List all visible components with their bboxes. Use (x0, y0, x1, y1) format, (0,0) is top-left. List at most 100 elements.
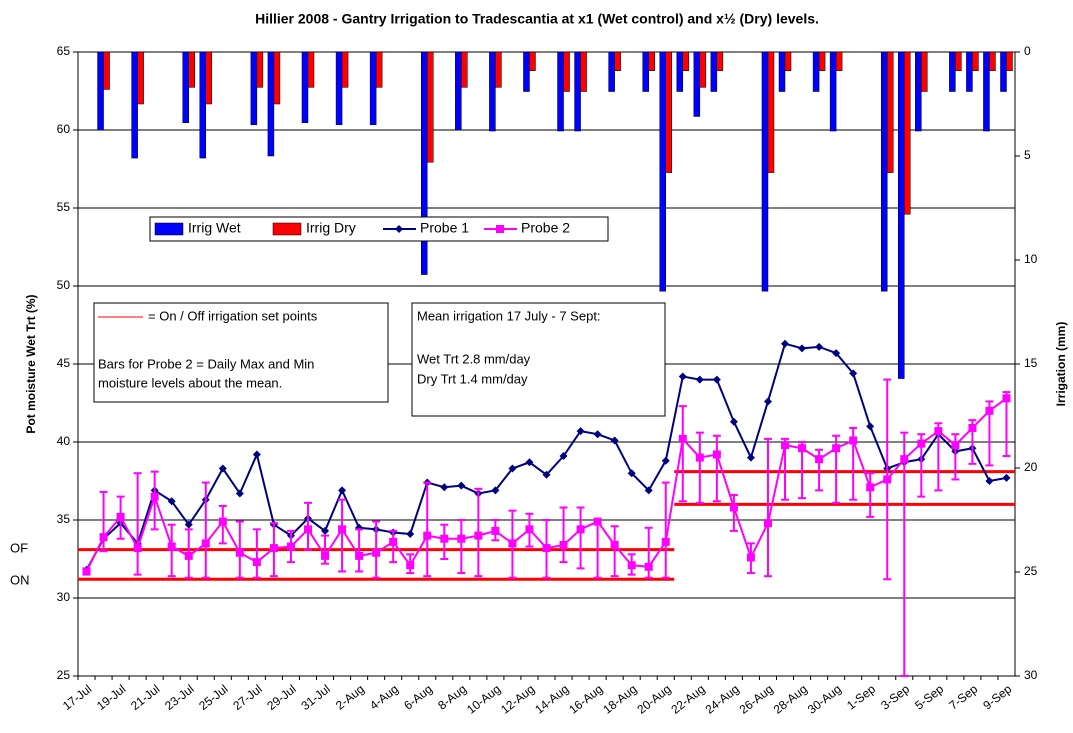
bar (455, 51, 462, 131)
marker (678, 434, 687, 443)
y-tick-label: 60 (57, 122, 71, 136)
bar (767, 51, 775, 173)
bar (426, 51, 434, 163)
bar (182, 51, 189, 123)
bar (267, 51, 275, 157)
setpoint-label: OF (10, 540, 28, 555)
bar (665, 51, 673, 173)
bar (335, 51, 343, 126)
marker (934, 427, 943, 436)
marker (491, 526, 500, 535)
error-bar (729, 494, 738, 532)
marker (900, 455, 909, 464)
marker (542, 544, 551, 553)
annotation: Wet Trt 2.8 mm/day (417, 351, 531, 366)
bar (420, 51, 428, 275)
marker (951, 441, 960, 450)
marker (389, 537, 398, 546)
error-bar (900, 431, 909, 677)
marker (815, 342, 824, 351)
error-bar (99, 490, 108, 553)
bar (642, 51, 649, 92)
bar (580, 51, 587, 92)
marker (832, 349, 841, 358)
marker (1002, 473, 1011, 482)
y-tick-label: 65 (57, 44, 71, 58)
bar (97, 51, 104, 131)
marker (593, 517, 602, 526)
marker (252, 450, 261, 459)
bar (574, 51, 581, 132)
marker (661, 537, 670, 546)
error-bar (355, 528, 364, 573)
marker (372, 548, 381, 557)
annotation: Dry Trt 1.4 mm/day (417, 371, 528, 386)
bar (131, 51, 138, 159)
marker (678, 372, 687, 381)
marker (985, 477, 994, 485)
marker (661, 456, 670, 465)
marker (235, 548, 244, 557)
bar (716, 51, 724, 71)
error-bar (559, 506, 568, 564)
marker (627, 469, 636, 478)
marker (406, 561, 415, 570)
y-tick-label: 45 (57, 356, 71, 370)
marker (559, 540, 568, 549)
bar (921, 51, 928, 92)
marker (644, 562, 653, 571)
marker (321, 526, 330, 535)
error-bar (866, 472, 875, 518)
marker (542, 470, 551, 479)
marker (167, 542, 176, 551)
setpoint-label: ON (10, 572, 30, 587)
bar (761, 51, 769, 292)
chart-title: Hillier 2008 - Gantry Irrigation to Trad… (255, 11, 819, 27)
marker (883, 475, 892, 484)
marker (252, 558, 261, 567)
bar (489, 51, 496, 132)
marker (133, 544, 142, 553)
marker (763, 397, 772, 406)
marker (525, 458, 534, 467)
error-bar (338, 498, 347, 573)
y2-tick-label: 0 (1024, 44, 1031, 58)
marker (116, 512, 125, 521)
error-bar (252, 528, 261, 579)
bar (886, 51, 894, 173)
marker (849, 369, 858, 378)
marker (440, 483, 449, 492)
bar (693, 51, 701, 117)
marker (610, 436, 619, 445)
error-bar (661, 481, 670, 579)
marker (917, 439, 926, 448)
legend-label: Irrig Dry (306, 220, 356, 236)
bar (256, 51, 264, 88)
marker (457, 481, 466, 490)
bar (812, 51, 820, 92)
marker (781, 339, 790, 348)
y-tick-label: 35 (57, 512, 71, 526)
bar (529, 51, 536, 71)
y2-tick-label: 15 (1024, 356, 1038, 370)
marker (440, 534, 449, 543)
marker (82, 567, 91, 576)
marker (184, 520, 193, 529)
marker (184, 551, 193, 560)
marker (457, 534, 466, 543)
bar (188, 51, 195, 88)
bar (375, 51, 383, 88)
marker (866, 422, 875, 431)
error-bar (423, 481, 432, 578)
bar (829, 51, 837, 132)
y2-tick-label: 5 (1024, 148, 1031, 162)
bar (955, 51, 962, 71)
bar (682, 51, 690, 71)
y2-tick-label: 10 (1024, 252, 1038, 266)
marker (576, 427, 585, 436)
y-tick-label: 25 (57, 668, 71, 682)
legend-box (149, 216, 609, 242)
marker (798, 444, 807, 453)
